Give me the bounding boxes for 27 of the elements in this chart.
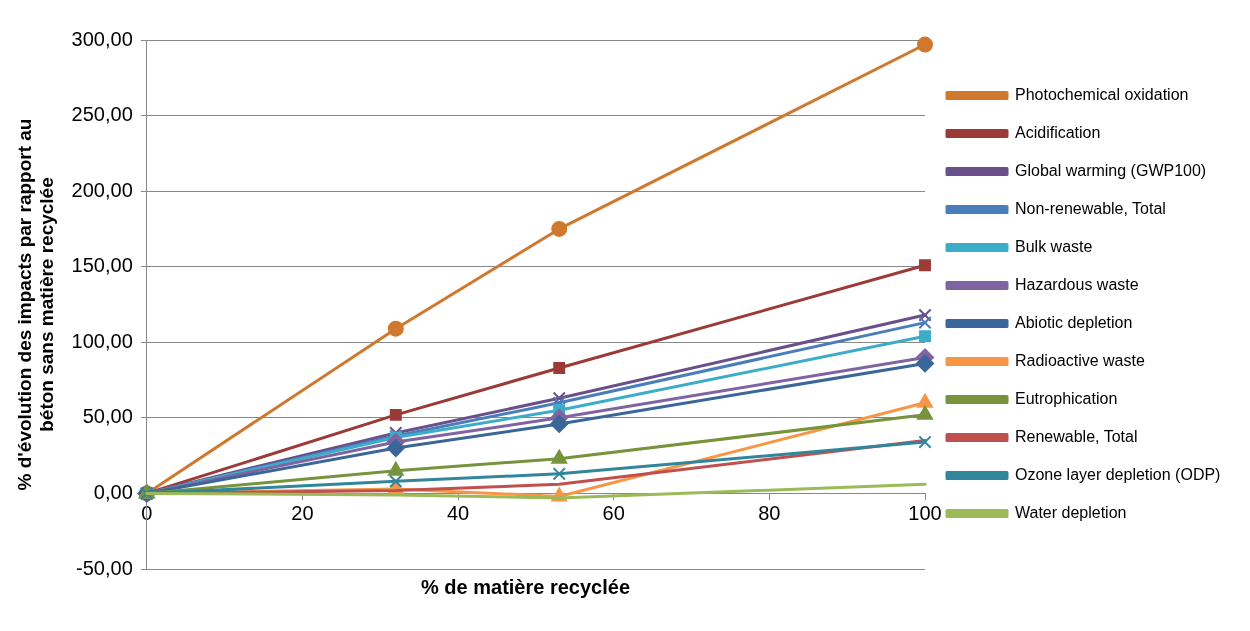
y-tick-label: 150,00 [71,254,133,277]
y-tick-label: 250,00 [71,103,133,126]
legend-label: Eutrophication [1015,389,1118,407]
x-tick-label: 80 [758,501,781,524]
x-axis-title: % de matière recyclée [420,576,631,599]
x-tick-label: 40 [446,501,470,524]
x-tick-label: 100 [908,501,942,524]
legend-label: Photochemical oxidation [1015,85,1189,103]
legend-label: Radioactive waste [1015,351,1145,369]
legend-label: Acidification [1015,123,1101,141]
legend-label: Global warming (GWP100) [1015,161,1207,179]
y-tick-label: 50,00 [82,405,133,428]
legend-label: Hazardous waste [1015,275,1139,293]
y-tick-label: 300,00 [71,27,133,50]
legend-label: Renewable, Total [1015,427,1138,445]
legend-label: Ozone layer depletion (ODP) [1015,465,1221,483]
legend-label: Water depletion [1015,503,1127,521]
y-tick-label: 100,00 [71,329,133,352]
legend-label: Abiotic depletion [1015,313,1133,331]
y-tick-label: 200,00 [71,178,133,201]
y-tick-label: 0,00 [93,480,133,503]
legend-label: Non-renewable, Total [1015,199,1166,217]
x-tick-label: 60 [602,501,625,524]
y-axis-title: % d'évolution des impacts par rapport au béton sans matière recyclée [13,118,58,491]
x-tick-label: 20 [291,501,314,524]
y-tick-label: -50,00 [76,556,133,579]
legend-label: Bulk waste [1015,237,1093,255]
